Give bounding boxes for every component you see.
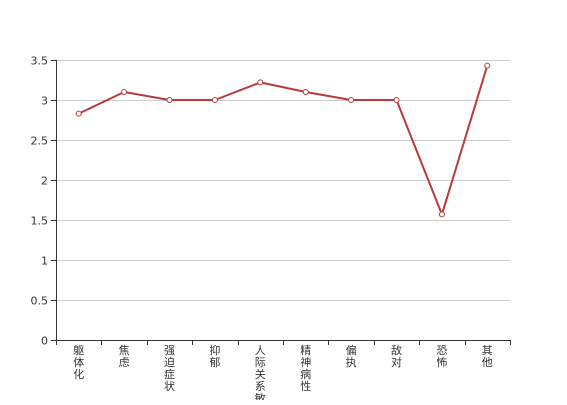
x-tick-label: 其他 [482,344,493,369]
y-tick-label: 0.5 [31,295,49,308]
x-tick-label: 强迫症状 [164,344,175,393]
gridlines [56,60,510,301]
y-tick-label: 1.5 [31,215,49,228]
series [75,62,491,218]
x-tick-label: 恐怖 [436,344,447,369]
y-tick-label: 3 [41,95,48,108]
data-point[interactable] [121,89,128,95]
y-tick-label: 3.5 [31,55,49,68]
data-point[interactable] [211,97,218,103]
data-point[interactable] [484,62,491,69]
axes [51,60,511,345]
data-point[interactable] [75,110,82,117]
x-tick-label: 人际关系敏感 [255,344,266,400]
series-line [78,65,489,216]
data-point[interactable] [166,97,173,103]
y-tick-label: 2 [41,175,48,188]
y-tick-label: 1 [41,255,48,268]
y-tick-labels: 0 0.5 1 1.5 2 2.5 3 3.5 [31,55,49,348]
y-tick-label: 2.5 [31,135,49,148]
data-point[interactable] [257,79,264,86]
x-tick-labels: 躯体化 焦虑 强迫症状 抑郁 人际关系敏感 精神病性 偏执 敌对 恐怖 其他 [73,343,493,405]
x-tick-label: 躯体化 [73,344,84,381]
x-tick-label: 敌对 [391,343,402,369]
data-point[interactable] [393,97,400,103]
x-tick-label: 焦虑 [119,344,130,369]
data-point[interactable] [438,211,445,218]
y-tick-label: 0 [41,335,48,348]
x-tick-label: 抑郁 [209,343,220,369]
x-tick-label: 精神病性 [300,344,311,393]
data-point[interactable] [348,97,355,103]
data-point[interactable] [302,89,309,95]
x-tick-label: 偏执 [346,343,357,369]
